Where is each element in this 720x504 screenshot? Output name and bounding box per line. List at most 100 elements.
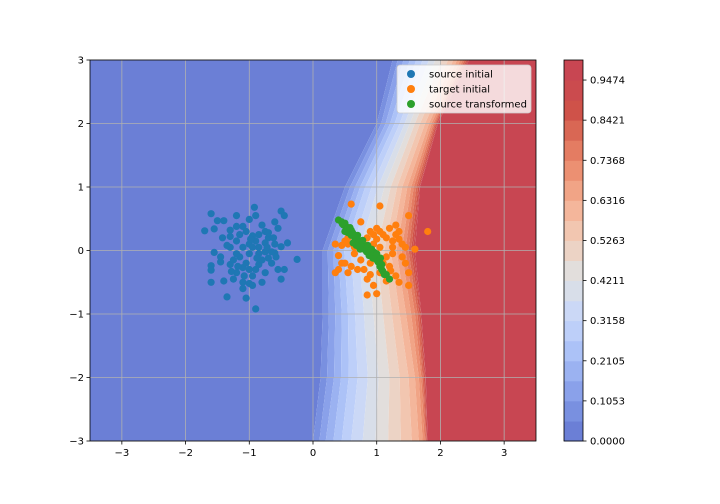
- point-source-initial: [280, 212, 288, 220]
- point-source-initial: [239, 278, 247, 286]
- point-target-initial: [392, 231, 400, 239]
- y-tick-label: −3: [69, 437, 84, 448]
- point-source-initial: [255, 243, 263, 251]
- colorbar: 0.0000 0.1053 0.2105 0.3158 0.4211 0.5263 0.63…: [563, 59, 625, 448]
- point-source-initial: [210, 225, 218, 233]
- point-target-initial: [405, 212, 413, 220]
- point-target-initial: [373, 290, 381, 298]
- contour-band-7: [358, 60, 436, 441]
- point-source-initial: [223, 293, 231, 301]
- colorbar-band-11: [564, 200, 583, 221]
- legend-label-source-transformed: source transformed: [429, 100, 527, 111]
- point-source-initial: [207, 266, 215, 274]
- point-source-initial: [264, 229, 272, 237]
- point-source-transformed: [346, 224, 354, 232]
- point-source-initial: [252, 212, 260, 220]
- x-tick-label: 0: [310, 448, 316, 459]
- point-source-initial: [263, 243, 271, 251]
- point-target-initial: [405, 281, 413, 289]
- point-source-transformed: [338, 220, 346, 228]
- contour-band-10: [384, 60, 454, 441]
- point-source-initial: [242, 259, 250, 267]
- x-tick-label: 1: [374, 448, 380, 459]
- y-tick-label: 0: [78, 246, 84, 257]
- point-target-initial: [398, 253, 406, 261]
- point-target-initial: [369, 281, 378, 289]
- colorbar-band-17: [564, 80, 583, 101]
- point-source-initial: [248, 272, 257, 280]
- point-source-initial: [217, 258, 225, 266]
- point-target-initial: [424, 227, 432, 236]
- contour-band-9: [376, 60, 449, 441]
- legend-label-target-initial: target initial: [429, 85, 490, 96]
- point-source-initial: [232, 222, 241, 230]
- point-source-initial: [217, 253, 225, 261]
- point-source-initial: [247, 235, 255, 243]
- point-source-initial: [207, 210, 215, 218]
- colorbar-band-7: [564, 280, 583, 302]
- point-source-transformed: [368, 245, 376, 253]
- colorbar-band-8: [564, 260, 583, 281]
- point-source-initial: [280, 265, 288, 274]
- point-source-initial: [218, 234, 227, 242]
- point-source-initial: [232, 237, 241, 245]
- x-tick-label: −3: [114, 448, 129, 459]
- point-source-initial: [274, 265, 282, 274]
- point-source-transformed: [373, 250, 381, 258]
- point-source-initial: [227, 267, 235, 276]
- point-source-initial: [201, 227, 209, 235]
- point-source-initial: [250, 203, 258, 211]
- legend-box: [396, 64, 532, 114]
- point-source-initial: [232, 250, 241, 258]
- point-source-transformed: [352, 241, 360, 249]
- point-source-initial: [226, 226, 234, 234]
- point-target-initial: [366, 227, 374, 236]
- y-axis-ticks: −3 −2 −1 0 1 2 3: [69, 56, 90, 448]
- colorbar-tick-label: 0.3158: [590, 316, 625, 327]
- point-target-initial: [347, 200, 355, 208]
- x-tick-label: −2: [178, 448, 193, 459]
- colorbar-band-14: [564, 140, 583, 161]
- point-source-initial: [229, 275, 237, 283]
- point-source-initial: [240, 272, 248, 280]
- point-source-initial: [223, 241, 231, 249]
- contour-band-2: [319, 60, 404, 441]
- point-target-initial: [373, 235, 381, 243]
- point-target-initial: [392, 272, 400, 280]
- colorbar-band-0: [564, 421, 583, 442]
- point-target-initial: [382, 253, 390, 261]
- point-target-initial: [376, 243, 384, 251]
- point-source-initial: [239, 285, 247, 293]
- point-target-initial: [401, 243, 409, 251]
- colorbar-frame: [563, 59, 584, 442]
- point-source-initial: [272, 253, 280, 261]
- colorbar-band-9: [564, 240, 583, 261]
- point-target-initial: [411, 245, 419, 253]
- colorbar-tick-label: 0.2105: [590, 356, 625, 367]
- point-target-initial: [395, 278, 403, 286]
- colorbar-band-18: [564, 60, 583, 81]
- point-target-initial: [389, 237, 397, 245]
- colorbar-ticks: 0.0000 0.1053 0.2105 0.3158 0.4211 0.5263 0.63…: [583, 76, 625, 448]
- legend: source initial target initial source tra…: [396, 64, 532, 114]
- point-target-initial: [344, 269, 352, 277]
- colorbar-fill: [564, 60, 583, 442]
- colorbar-tick-label: 0.4211: [590, 276, 625, 287]
- colorbar-tick-label: 0.5263: [590, 236, 625, 247]
- point-source-initial: [248, 281, 257, 289]
- legend-marker-source-transformed: [407, 100, 415, 108]
- contour-band-1: [313, 60, 398, 441]
- point-target-initial: [389, 243, 397, 251]
- point-target-initial: [350, 250, 358, 258]
- point-source-transformed: [354, 231, 362, 239]
- colorbar-band-6: [564, 300, 583, 322]
- point-source-initial: [245, 250, 253, 258]
- point-target-initial: [363, 291, 371, 299]
- point-source-initial: [242, 294, 250, 302]
- point-target-initial: [334, 252, 343, 260]
- colorbar-tick-label: 0.6316: [590, 196, 625, 207]
- point-source-initial: [277, 243, 285, 251]
- point-source-initial: [210, 248, 218, 256]
- point-source-transformed: [347, 231, 355, 239]
